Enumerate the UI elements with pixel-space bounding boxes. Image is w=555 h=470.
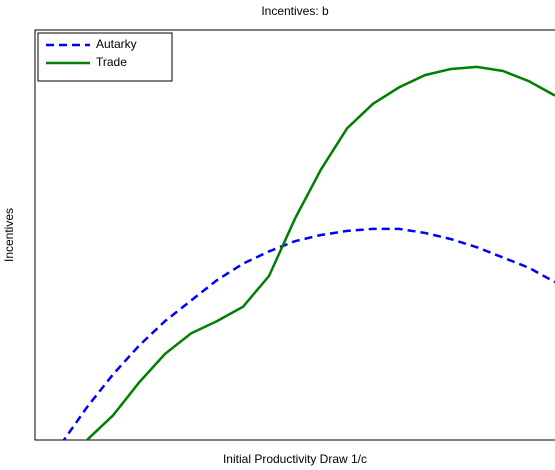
y-axis-label: Incentives <box>2 208 16 262</box>
series-line <box>62 227 555 440</box>
series-line <box>85 65 555 440</box>
lines <box>62 65 555 440</box>
legend-label: Trade <box>96 55 127 69</box>
legend: Autarky Trade <box>37 32 173 82</box>
chart-title: Incentives: b <box>261 4 329 18</box>
legend-label: Autarky <box>96 37 137 51</box>
plot-area <box>34 29 555 441</box>
legend-box <box>37 32 173 82</box>
x-axis-label: Initial Productivity Draw 1/c <box>223 452 367 466</box>
